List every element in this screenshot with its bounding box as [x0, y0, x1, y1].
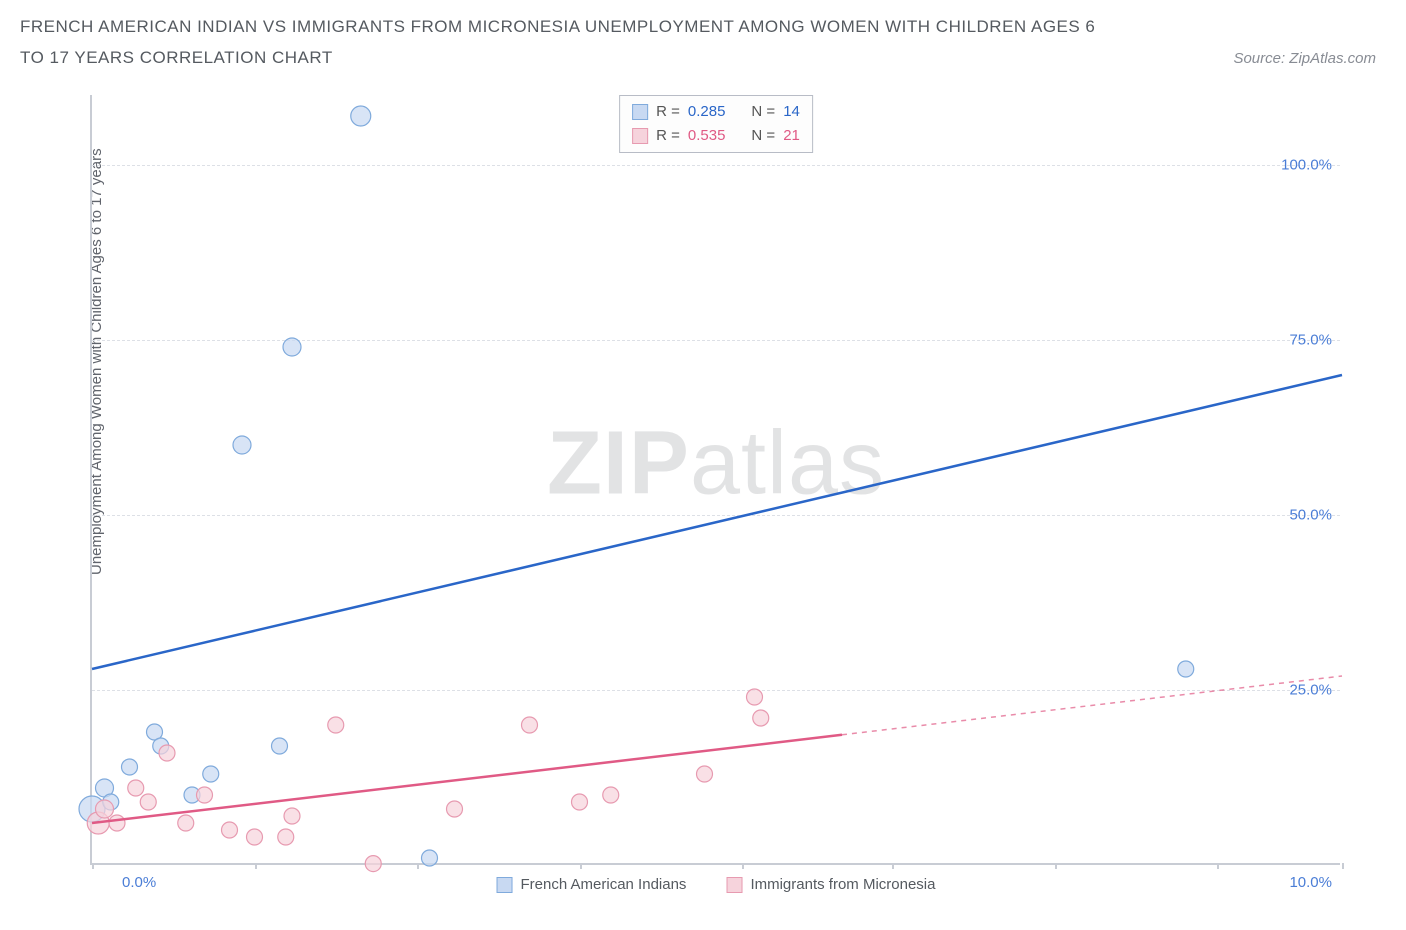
- data-point: [197, 787, 213, 803]
- swatch-icon: [632, 104, 648, 120]
- swatch-icon: [632, 128, 648, 144]
- data-point: [422, 850, 438, 866]
- x-tick-max: 10.0%: [1289, 874, 1332, 891]
- swatch-icon: [726, 877, 742, 893]
- r-label: R =: [656, 124, 680, 148]
- data-point: [122, 759, 138, 775]
- series-name: French American Indians: [521, 876, 687, 893]
- chart-title: FRENCH AMERICAN INDIAN VS IMMIGRANTS FRO…: [20, 12, 1120, 73]
- data-point: [178, 815, 194, 831]
- data-point: [697, 766, 713, 782]
- r-value: 0.535: [688, 124, 726, 148]
- data-point: [109, 815, 125, 831]
- data-point: [247, 829, 263, 845]
- data-point: [365, 856, 381, 872]
- legend-row-0: R = 0.285 N = 14: [632, 100, 800, 124]
- data-point: [96, 800, 114, 818]
- data-point: [747, 689, 763, 705]
- data-point: [159, 745, 175, 761]
- r-label: R =: [656, 100, 680, 124]
- legend-row-1: R = 0.535 N = 21: [632, 124, 800, 148]
- data-point: [128, 780, 144, 796]
- x-tick-mark: [892, 863, 894, 869]
- trend-line-dashed: [842, 676, 1342, 735]
- data-point: [283, 338, 301, 356]
- data-point: [272, 738, 288, 754]
- data-point: [572, 794, 588, 810]
- x-tick-mark: [742, 863, 744, 869]
- source-label: Source: ZipAtlas.com: [1233, 50, 1376, 67]
- n-label: N =: [751, 124, 775, 148]
- n-label: N =: [751, 100, 775, 124]
- data-point: [328, 717, 344, 733]
- data-point: [447, 801, 463, 817]
- data-point: [753, 710, 769, 726]
- x-tick-min: 0.0%: [122, 874, 156, 891]
- x-tick-mark: [1055, 863, 1057, 869]
- n-value: 14: [783, 100, 800, 124]
- plot-region: ZIPatlas 25.0%50.0%75.0%100.0% R = 0.285…: [90, 95, 1340, 865]
- x-tick-mark: [417, 863, 419, 869]
- legend-series: French American Indians Immigrants from …: [497, 876, 936, 893]
- data-point: [522, 717, 538, 733]
- legend-item-1: Immigrants from Micronesia: [726, 876, 935, 893]
- x-tick-mark: [92, 863, 94, 869]
- data-point: [140, 794, 156, 810]
- r-value: 0.285: [688, 100, 726, 124]
- plot-svg: [92, 95, 1340, 863]
- legend-item-0: French American Indians: [497, 876, 687, 893]
- data-point: [603, 787, 619, 803]
- chart-area: Unemployment Among Women with Children A…: [60, 95, 1340, 865]
- x-tick-mark: [1217, 863, 1219, 869]
- data-point: [222, 822, 238, 838]
- data-point: [1178, 661, 1194, 677]
- n-value: 21: [783, 124, 800, 148]
- data-point: [284, 808, 300, 824]
- data-point: [278, 829, 294, 845]
- x-tick-mark: [1342, 863, 1344, 869]
- data-point: [351, 106, 371, 126]
- trend-line: [92, 375, 1342, 669]
- legend-stats: R = 0.285 N = 14 R = 0.535 N = 21: [619, 95, 813, 153]
- series-name: Immigrants from Micronesia: [750, 876, 935, 893]
- swatch-icon: [497, 877, 513, 893]
- data-point: [233, 436, 251, 454]
- x-tick-mark: [255, 863, 257, 869]
- x-tick-mark: [580, 863, 582, 869]
- data-point: [203, 766, 219, 782]
